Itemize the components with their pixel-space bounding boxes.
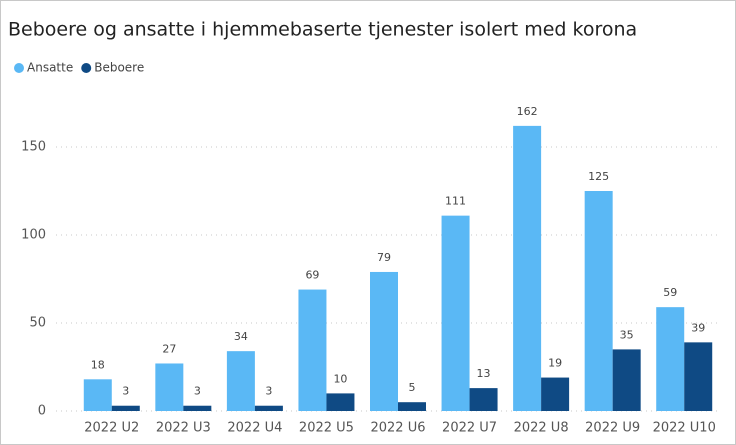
x-tick-label: 2022 U3 bbox=[156, 421, 211, 436]
bar bbox=[398, 402, 426, 411]
bar bbox=[83, 379, 112, 411]
chart-title: Beboere og ansatte i hjemmebaserte tjene… bbox=[8, 19, 637, 41]
bar bbox=[541, 377, 570, 411]
y-tick-label: 0 bbox=[38, 404, 46, 419]
bar bbox=[298, 289, 327, 411]
bar bbox=[684, 342, 713, 411]
bar bbox=[584, 191, 613, 411]
x-tick-label: 2022 U6 bbox=[370, 421, 425, 436]
bar bbox=[183, 405, 212, 411]
bar bbox=[111, 405, 140, 411]
x-tick-label: 2022 U10 bbox=[653, 421, 716, 436]
legend-swatch bbox=[81, 63, 92, 73]
value-label: 5 bbox=[409, 381, 416, 394]
bar bbox=[370, 271, 398, 411]
value-label: 35 bbox=[620, 328, 634, 341]
bar bbox=[155, 363, 184, 411]
value-label: 59 bbox=[663, 286, 677, 299]
y-tick-label: 50 bbox=[29, 316, 46, 331]
value-label: 125 bbox=[588, 170, 609, 183]
bar bbox=[441, 215, 470, 411]
value-label: 10 bbox=[333, 372, 347, 385]
x-tick-label: 2022 U7 bbox=[442, 421, 497, 436]
legend-label: Beboere bbox=[94, 61, 144, 75]
value-label: 79 bbox=[377, 251, 391, 264]
bar bbox=[254, 405, 283, 411]
value-label: 19 bbox=[548, 357, 562, 370]
value-label: 18 bbox=[91, 358, 105, 371]
value-label: 13 bbox=[477, 367, 491, 380]
value-label: 162 bbox=[517, 105, 538, 118]
value-label: 3 bbox=[265, 385, 272, 398]
value-label: 3 bbox=[122, 385, 129, 398]
value-label: 34 bbox=[234, 330, 248, 343]
value-label: 3 bbox=[194, 385, 201, 398]
bar bbox=[226, 351, 255, 411]
bar bbox=[612, 349, 641, 411]
x-tick-label: 2022 U4 bbox=[227, 421, 282, 436]
y-tick-label: 100 bbox=[21, 228, 46, 243]
x-tick-label: 2022 U2 bbox=[84, 421, 139, 436]
value-label: 69 bbox=[305, 269, 319, 282]
bar bbox=[326, 393, 355, 411]
value-label: 111 bbox=[445, 195, 466, 208]
x-tick-label: 2022 U5 bbox=[299, 421, 354, 436]
legend-label: Ansatte bbox=[27, 61, 73, 75]
value-label: 27 bbox=[162, 342, 176, 355]
legend-swatch bbox=[14, 63, 24, 73]
bar bbox=[656, 307, 685, 411]
y-tick-label: 150 bbox=[21, 140, 46, 155]
x-tick-label: 2022 U8 bbox=[514, 421, 569, 436]
x-tick-label: 2022 U9 bbox=[585, 421, 640, 436]
value-label: 39 bbox=[691, 321, 705, 334]
bar bbox=[469, 388, 498, 411]
bar bbox=[513, 125, 542, 411]
